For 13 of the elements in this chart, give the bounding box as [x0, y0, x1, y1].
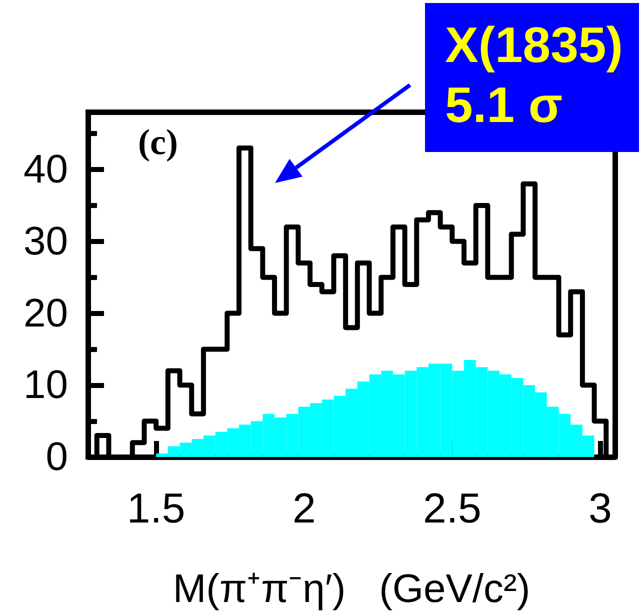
- annotation: (c): [138, 122, 178, 162]
- x-tick-label: 2: [292, 484, 316, 532]
- annotation: 5.1 σ: [445, 76, 564, 135]
- y-tick-label: 10: [24, 363, 68, 408]
- y-tick-label: 30: [24, 219, 68, 264]
- y-tick-label: 40: [24, 148, 68, 192]
- x-tick-label: 1.5: [126, 484, 186, 532]
- y-tick-label: 0: [46, 435, 68, 479]
- x-tick-label: 2.5: [422, 484, 482, 532]
- y-tick-label: 20: [24, 291, 68, 336]
- x-tick-label: 3: [588, 484, 612, 532]
- x-axis-title: M(π⁺π⁻η′) (GeV/c²): [172, 567, 530, 611]
- text: X(1835): [445, 16, 624, 75]
